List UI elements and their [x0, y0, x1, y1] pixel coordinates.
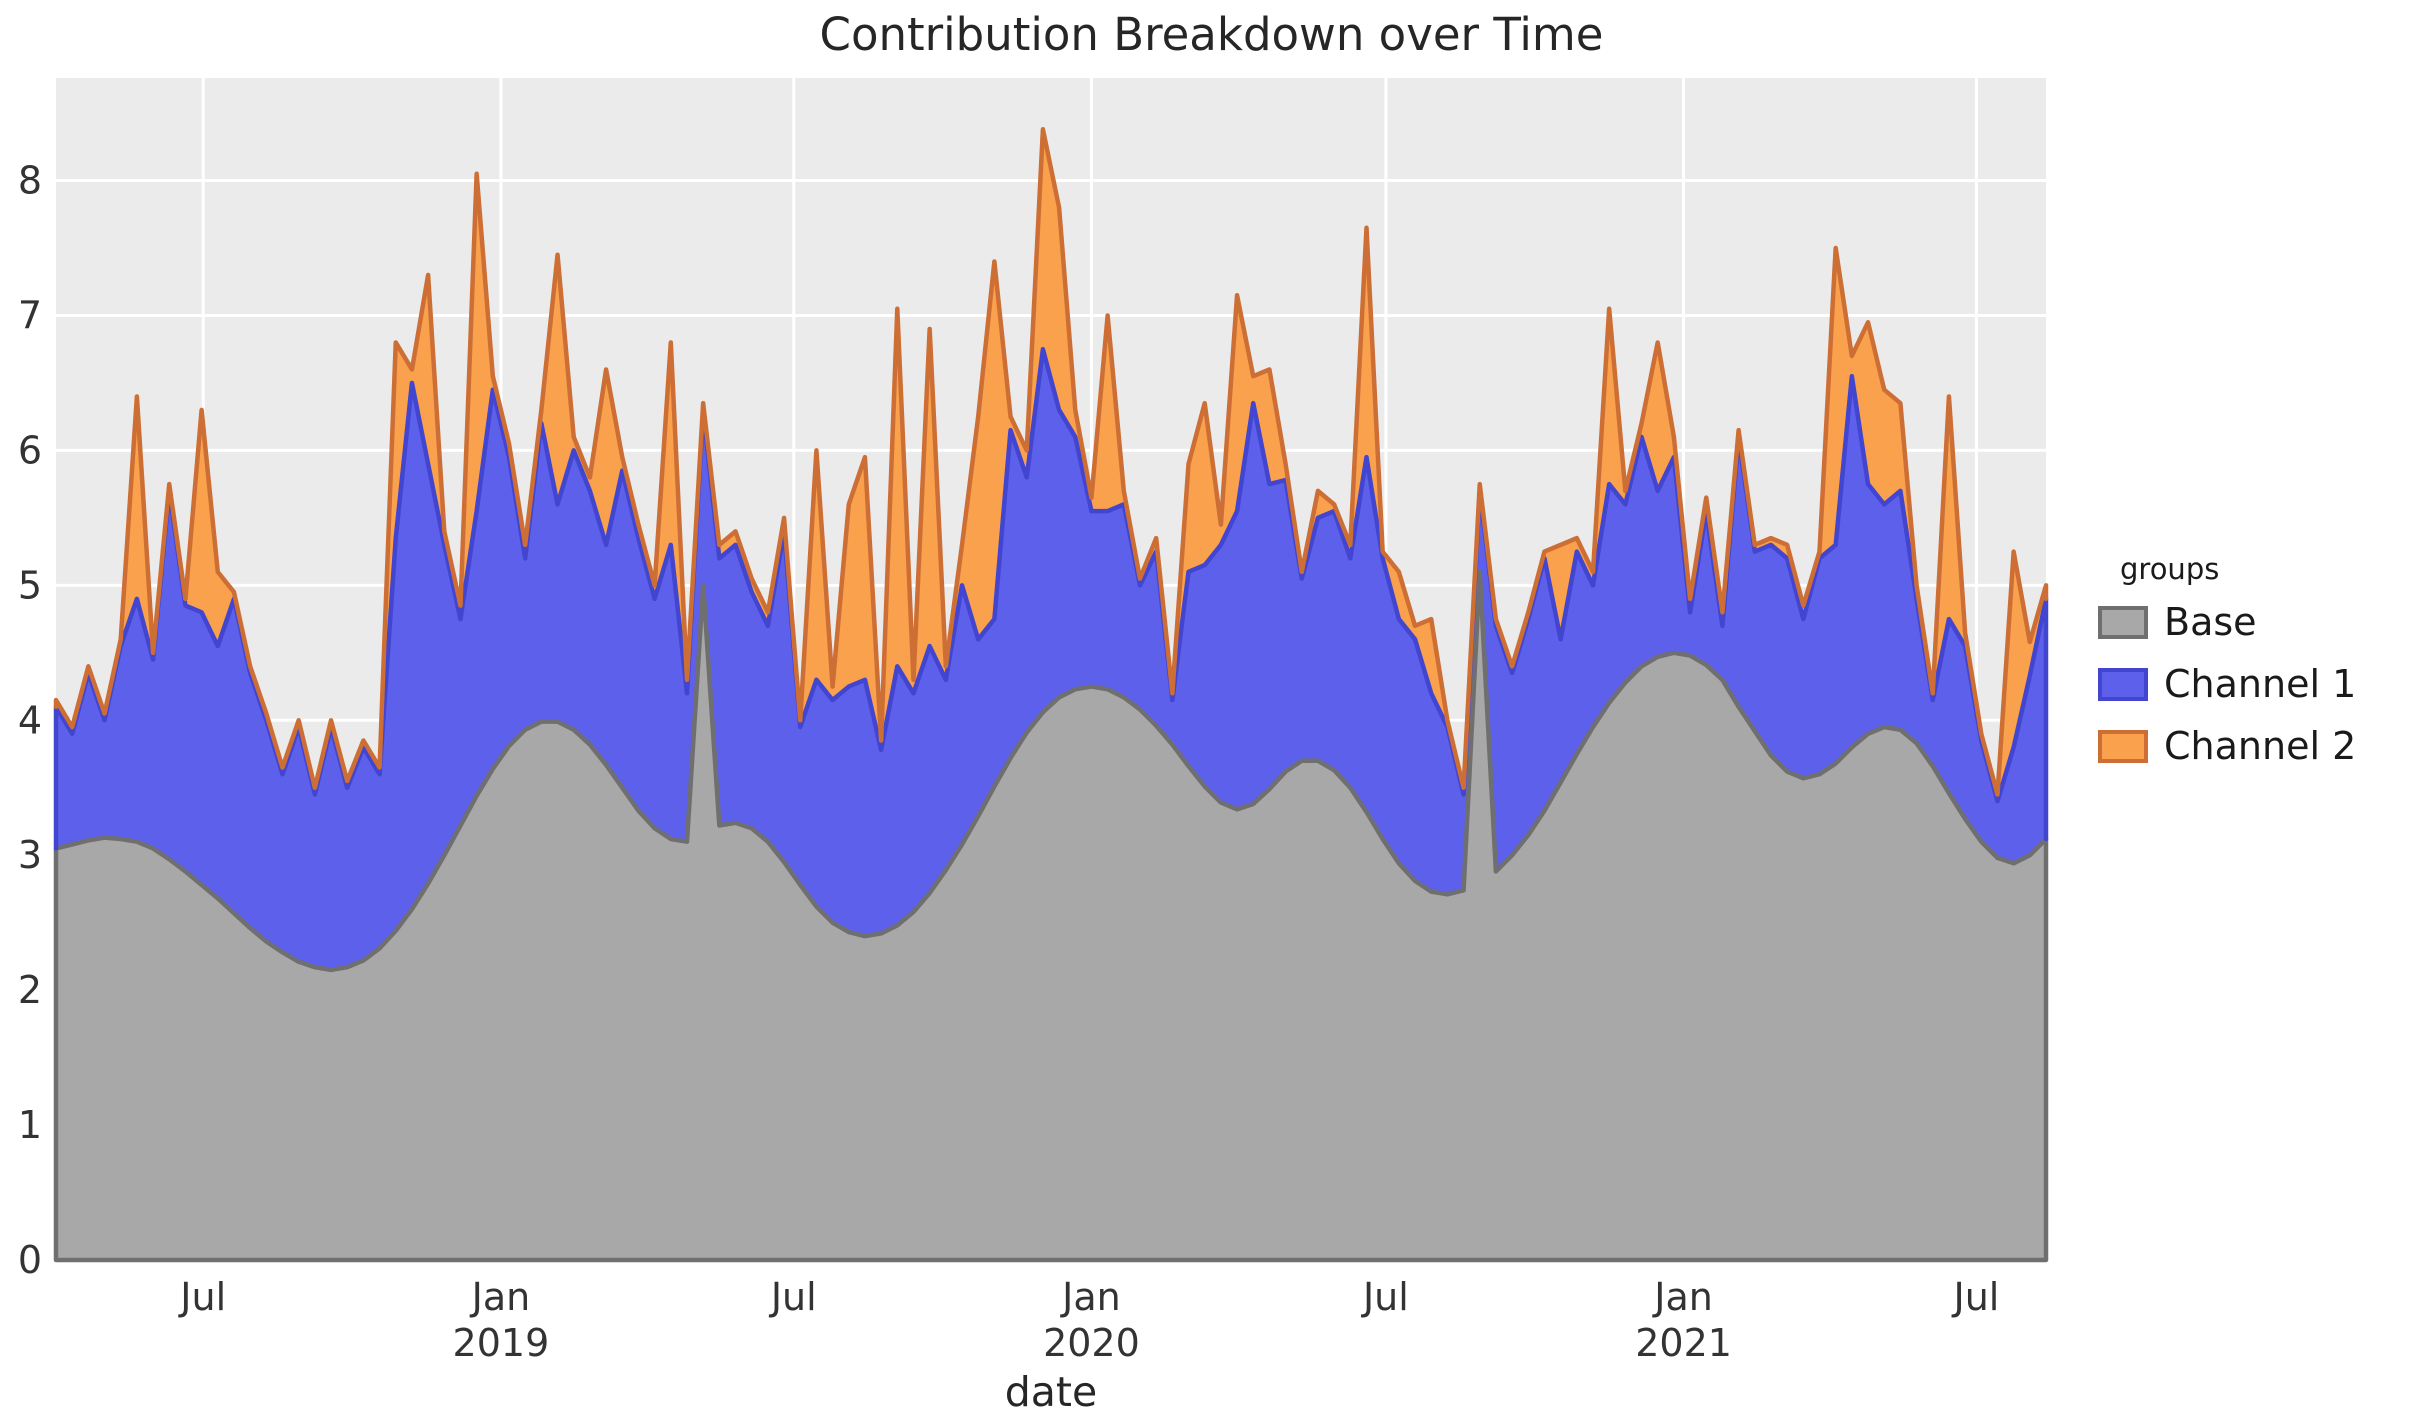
legend-label: Channel 2 — [2164, 724, 2357, 768]
y-tick-label: 1 — [18, 1103, 42, 1147]
legend-swatch-icon — [2098, 605, 2148, 639]
y-tick-label: 7 — [18, 293, 42, 337]
legend-swatch-icon — [2098, 667, 2148, 701]
legend-item-channel-2: Channel 2 — [2098, 724, 2356, 768]
legend-item-base: Base — [2098, 600, 2356, 644]
x-tick-year-label: 2020 — [1043, 1321, 1140, 1365]
y-tick-label: 5 — [18, 563, 42, 607]
area-base — [56, 571, 2046, 1260]
x-tick-label: Jul — [1952, 1275, 2000, 1319]
x-tick-label: Jul — [1361, 1275, 1409, 1319]
legend: groups Base Channel 1 Channel 2 — [2098, 552, 2356, 786]
edge-channel-2 — [53, 127, 2049, 797]
legend-label: Base — [2164, 600, 2257, 644]
x-axis-title: date — [1004, 1368, 1098, 1416]
chart-title: Contribution Breakdown over Time — [819, 8, 1604, 61]
x-tick-year-label: 2019 — [453, 1321, 550, 1365]
x-tick-label: Jan — [470, 1275, 531, 1319]
y-tick-label: 2 — [18, 968, 42, 1012]
y-tick-label: 6 — [18, 428, 42, 472]
legend-items: Base Channel 1 Channel 2 — [2098, 600, 2356, 768]
legend-title: groups — [2120, 552, 2220, 586]
edge-base — [53, 569, 2049, 1263]
y-tick-label: 4 — [18, 698, 42, 742]
legend-item-channel-1: Channel 1 — [2098, 662, 2356, 706]
y-tick-label: 8 — [18, 159, 42, 203]
x-tick-label: Jan — [1652, 1275, 1713, 1319]
legend-swatch-icon — [2098, 729, 2148, 763]
x-tick-label: Jul — [769, 1275, 817, 1319]
area-channel-1 — [56, 349, 2046, 970]
legend-label: Channel 1 — [2164, 662, 2357, 706]
x-tick-label: Jan — [1060, 1275, 1121, 1319]
y-tick-label: 0 — [18, 1238, 42, 1282]
y-tick-label: 3 — [18, 833, 42, 877]
x-tick-year-label: 2021 — [1635, 1321, 1732, 1365]
x-tick-label: Jul — [178, 1275, 226, 1319]
